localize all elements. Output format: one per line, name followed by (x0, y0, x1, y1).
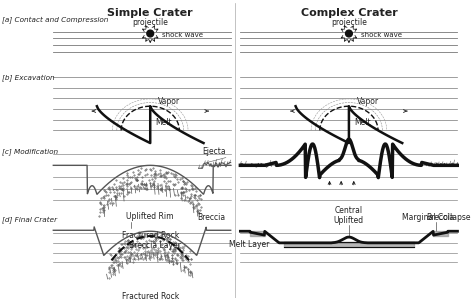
Text: Vapor: Vapor (158, 97, 180, 106)
Text: shock wave: shock wave (162, 32, 203, 38)
Text: Breccia: Breccia (427, 213, 455, 221)
Text: shock wave: shock wave (361, 32, 401, 38)
Text: [b] Excavation: [b] Excavation (2, 74, 55, 81)
Text: Fractured Rock: Fractured Rock (122, 292, 179, 301)
Text: Fractured Rock: Fractured Rock (122, 231, 179, 240)
Text: projectile: projectile (331, 18, 367, 27)
Text: Melt Layer: Melt Layer (229, 240, 269, 249)
Text: [a] Contact and Compression: [a] Contact and Compression (2, 16, 109, 23)
Text: Uplifted Rim: Uplifted Rim (127, 212, 174, 221)
Text: Breccia Layer: Breccia Layer (129, 241, 181, 250)
Text: projectile: projectile (132, 18, 168, 27)
Text: [d] Final Crater: [d] Final Crater (2, 216, 57, 223)
Text: Simple Crater: Simple Crater (108, 8, 193, 18)
Text: Vapor: Vapor (356, 97, 379, 106)
Text: Melt: Melt (155, 118, 172, 127)
Text: Melt: Melt (354, 118, 370, 127)
Text: Complex Crater: Complex Crater (301, 8, 397, 18)
Text: Ejecta: Ejecta (202, 147, 226, 156)
Circle shape (147, 30, 154, 37)
Circle shape (346, 30, 352, 37)
Text: [c] Modification: [c] Modification (2, 148, 58, 155)
Text: Central
Uplifted: Central Uplifted (334, 206, 364, 225)
Text: Breccia: Breccia (198, 213, 226, 221)
Text: Marginal Collapse: Marginal Collapse (402, 213, 470, 221)
